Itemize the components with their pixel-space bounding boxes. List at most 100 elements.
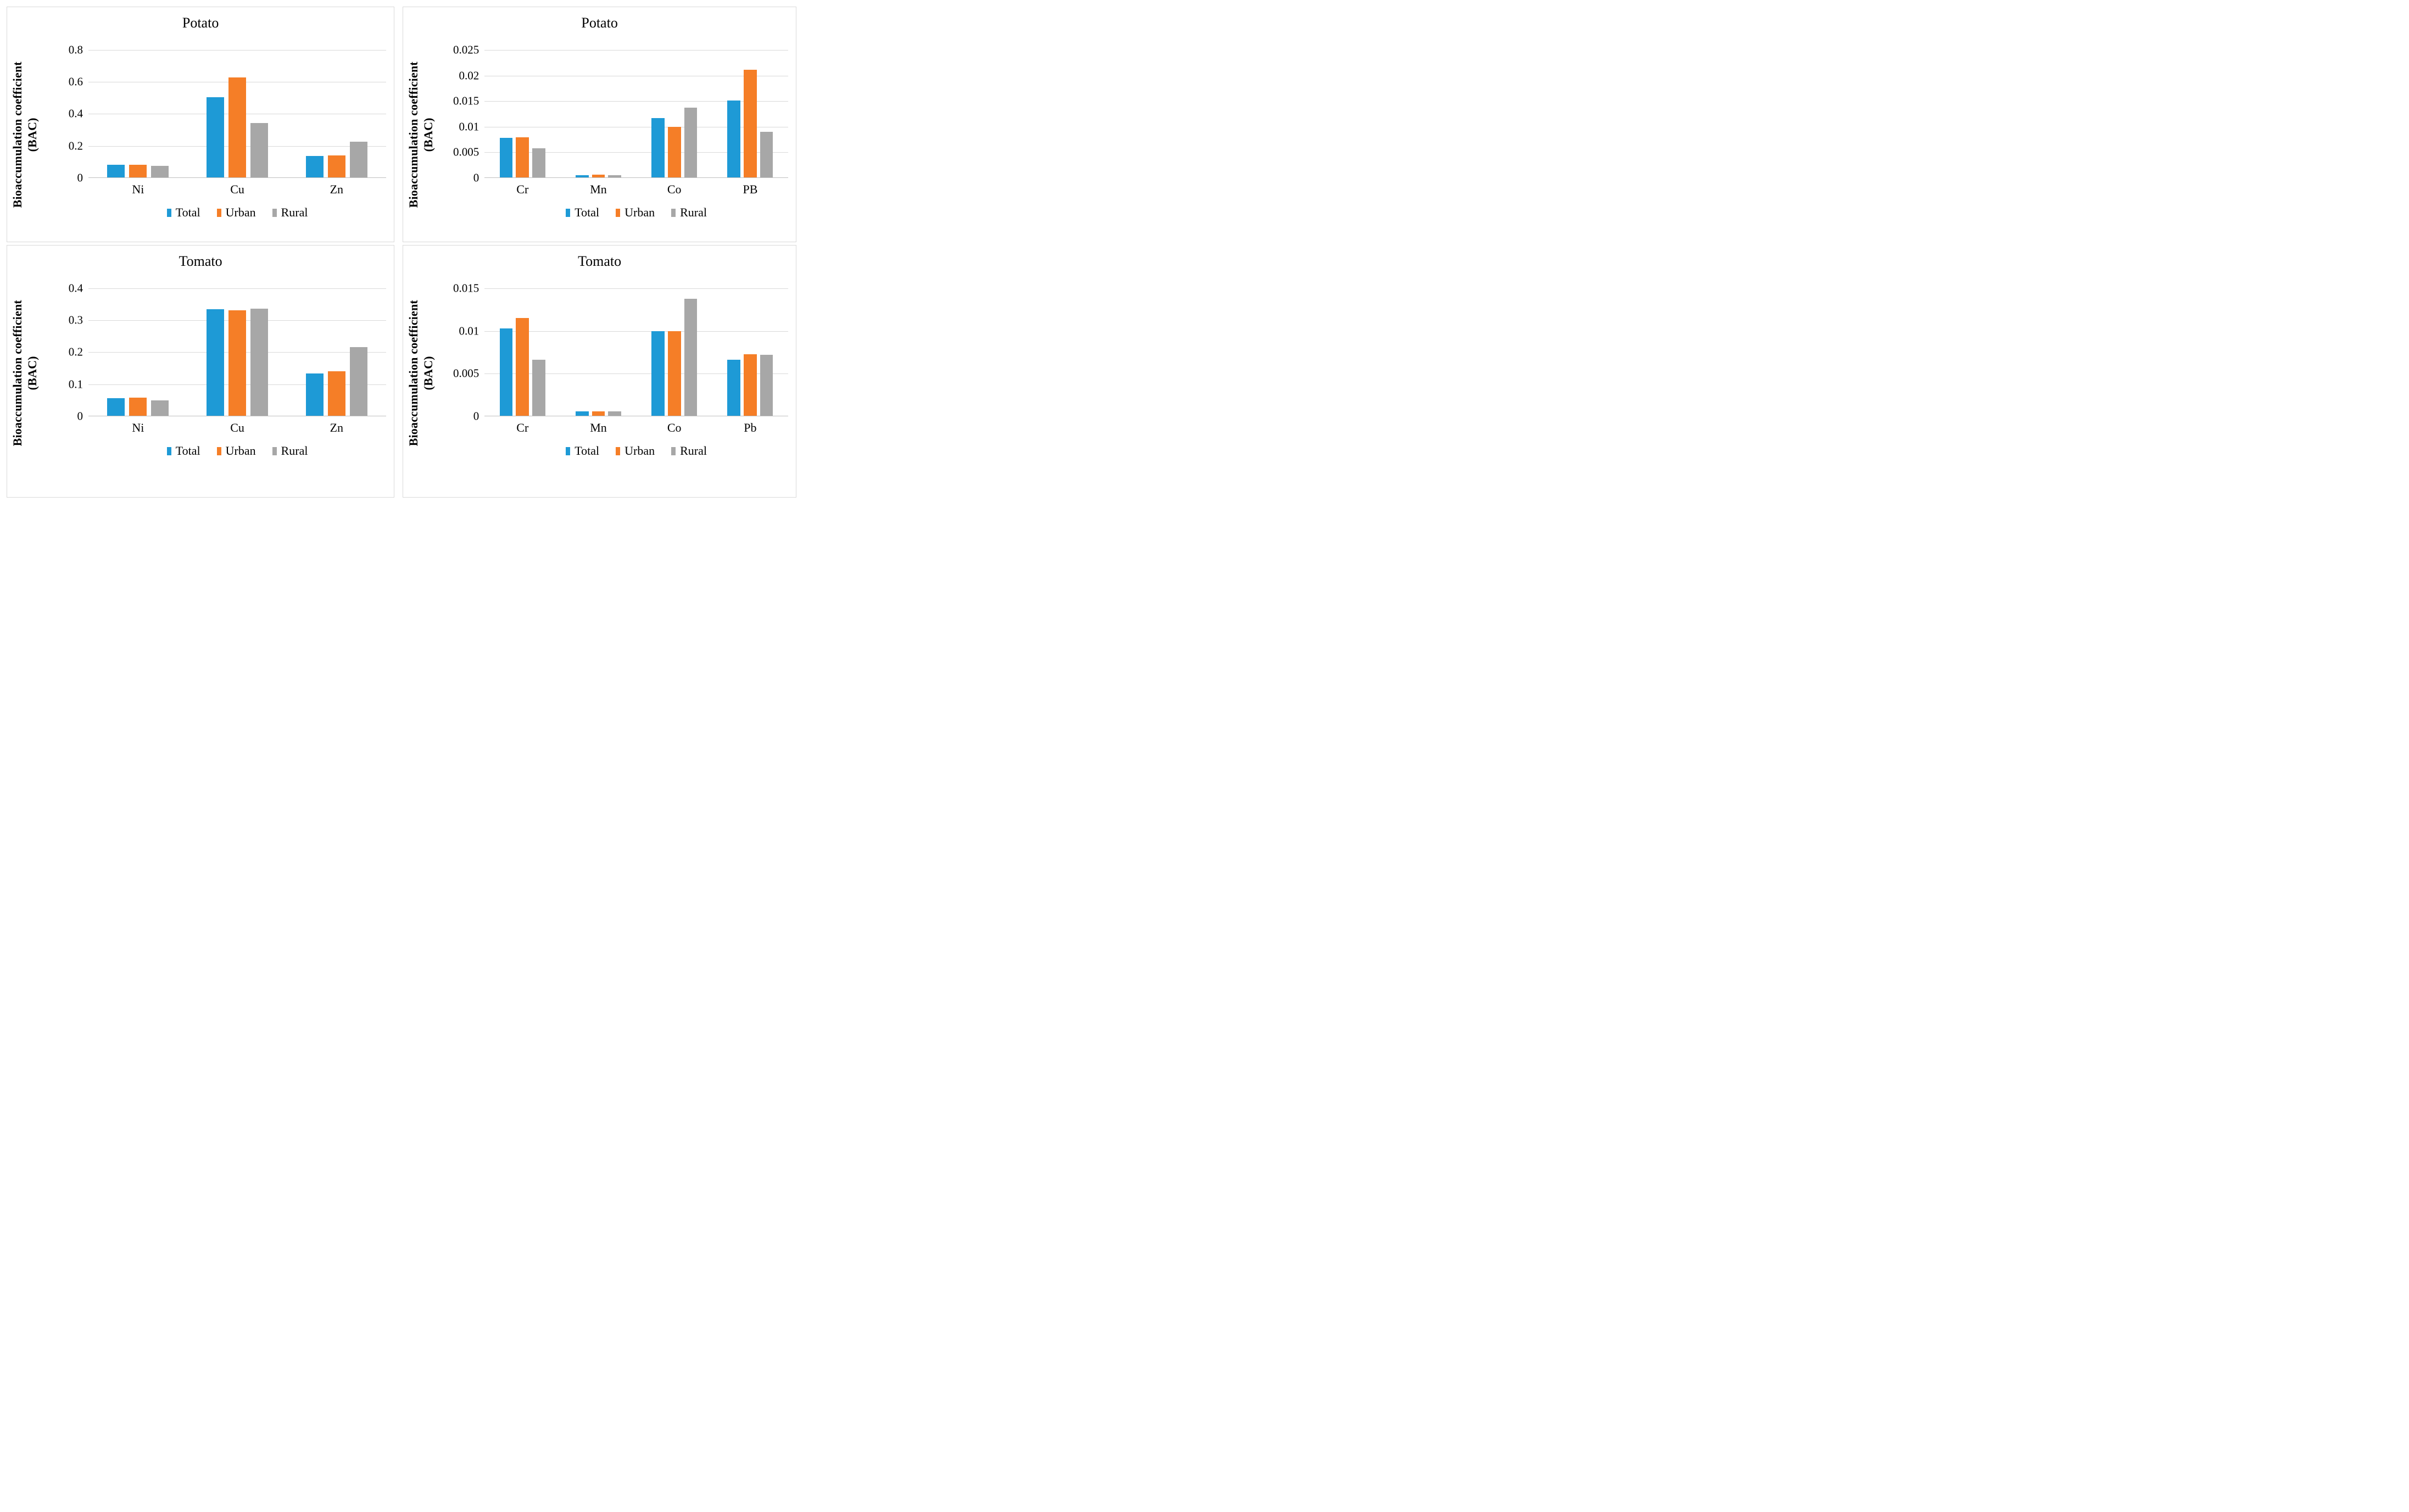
legend-label: Rural <box>281 205 308 220</box>
y-axis-label: Bioaccumulation coefficient (BAC) <box>406 50 436 220</box>
category-slot-pb <box>712 288 788 416</box>
x-category-label: Co <box>667 420 682 434</box>
bar-urban-ni <box>129 398 147 416</box>
bar-total-mn <box>576 175 589 178</box>
plot-area <box>88 49 387 178</box>
y-axis-label-line2: (BAC) <box>25 356 39 390</box>
legend-label: Total <box>575 444 600 458</box>
bar-cluster <box>576 288 621 416</box>
chart-title: Tomato <box>578 253 622 269</box>
gridline <box>484 373 788 375</box>
bar-cluster <box>499 50 545 178</box>
legend-label: Urban <box>225 444 256 458</box>
y-axis-label-column: Bioaccumulation coefficient (BAC) <box>7 50 43 220</box>
y-axis-label-line2: (BAC) <box>421 356 436 390</box>
plot-column: 0 0.005 0.01 0.015 0.02 0.025 Cr Mn Co PB Total U… <box>439 44 796 220</box>
bar-rural-mn <box>608 411 621 416</box>
gridline <box>484 152 788 153</box>
x-category-label: Cu <box>230 182 244 196</box>
bar-clusters <box>88 288 386 416</box>
legend-item-rural: Rural <box>272 205 308 220</box>
x-category-label: Ni <box>132 182 144 196</box>
bar-rural-cu <box>250 123 269 178</box>
bar-total-cu <box>207 97 225 178</box>
legend: Total Urban Rural <box>88 205 386 220</box>
y-tick-label: 0.2 <box>68 345 83 359</box>
legend-item-urban: Urban <box>216 444 256 458</box>
bar-rural-ni <box>151 400 169 416</box>
gridline <box>88 49 387 51</box>
bar-clusters <box>484 288 788 416</box>
category-slot-co <box>637 50 712 178</box>
y-axis-label-line1: Bioaccumulation coefficient <box>10 300 25 447</box>
y-tick-label: 0.2 <box>68 139 83 153</box>
y-tick-label: 0.4 <box>68 107 83 120</box>
y-axis-ticks: 0 0.2 0.4 0.6 0.8 <box>43 44 88 183</box>
legend-item-urban: Urban <box>216 205 256 220</box>
x-category-label: Mn <box>590 182 607 196</box>
x-axis-line <box>88 177 387 178</box>
y-tick-label: 0.4 <box>68 281 83 295</box>
plot-column: 0 0.005 0.01 0.015 Cr Mn Co Pb Total Urban Rural <box>439 282 796 458</box>
chart-area: Bioaccumulation coefficient (BAC) 0 0.2 0.… <box>7 44 394 220</box>
bar-urban-ni <box>129 165 147 178</box>
bar-urban-mn <box>592 411 605 416</box>
bar-total-ni <box>107 165 125 178</box>
category-slot-mn <box>560 288 636 416</box>
legend-label: Urban <box>624 205 655 220</box>
bar-rural-co <box>684 108 698 178</box>
legend-swatch-total-icon <box>566 208 571 217</box>
plot-area <box>484 288 788 416</box>
bar-cluster <box>651 50 698 178</box>
y-axis-ticks: 0 0.005 0.01 0.015 <box>439 282 484 422</box>
y-axis-label-column: Bioaccumulation coefficient (BAC) <box>403 50 439 220</box>
bar-rural-pb <box>760 132 773 178</box>
y-axis-label: Bioaccumulation coefficient (BAC) <box>10 288 40 458</box>
bar-cluster <box>305 288 367 416</box>
y-axis-label: Bioaccumulation coefficient (BAC) <box>406 288 436 458</box>
gridline <box>484 49 788 51</box>
legend-swatch-urban-icon <box>216 208 221 217</box>
category-slot-cu <box>188 50 287 178</box>
x-category-label: Mn <box>590 420 607 434</box>
x-category-label: Zn <box>330 182 344 196</box>
legend-label: Total <box>175 205 200 220</box>
bar-urban-cr <box>516 137 529 178</box>
y-tick-label: 0.6 <box>68 75 83 88</box>
category-slot-mn <box>560 50 636 178</box>
bar-cluster <box>727 50 773 178</box>
bar-clusters <box>484 50 788 178</box>
figure: Potato Bioaccumulation coefficient (BAC)… <box>0 0 803 504</box>
chart-panel-potato-ni-cu-zn: Potato Bioaccumulation coefficient (BAC)… <box>7 7 395 242</box>
legend-item-rural: Rural <box>272 444 308 458</box>
bar-urban-pb <box>744 70 757 178</box>
category-slot-ni <box>88 288 188 416</box>
x-category-label: Cu <box>230 420 244 434</box>
x-category-label: Co <box>667 182 682 196</box>
legend-label: Rural <box>680 444 707 458</box>
legend-item-rural: Rural <box>671 205 707 220</box>
plot-area <box>88 288 387 416</box>
chart-panel-potato-cr-mn-co-pb: Potato Bioaccumulation coefficient (BAC)… <box>403 7 796 242</box>
y-tick-label: 0.3 <box>68 313 83 327</box>
legend-swatch-rural-icon <box>272 208 277 217</box>
bar-rural-cr <box>532 148 545 178</box>
chart-area: Bioaccumulation coefficient (BAC) 0 0.1 0.… <box>7 282 394 458</box>
category-slot-cu <box>188 288 287 416</box>
plot-row: 0 0.2 0.4 0.6 0.8 <box>43 44 394 183</box>
category-slot-zn <box>287 50 386 178</box>
y-tick-label: 0.025 <box>453 43 479 57</box>
y-axis-label-line2: (BAC) <box>421 118 436 152</box>
legend-swatch-urban-icon <box>616 447 621 455</box>
bar-rural-pb <box>760 355 773 416</box>
plot-column: 0 0.1 0.2 0.3 0.4 Ni Cu Zn Total Urban Rural <box>43 282 394 458</box>
x-axis-labels: Ni Cu Zn <box>88 182 386 197</box>
y-axis-ticks: 0 0.005 0.01 0.015 0.02 0.025 <box>439 44 484 183</box>
legend-label: Rural <box>281 444 308 458</box>
legend: Total Urban Rural <box>484 444 788 458</box>
legend-swatch-urban-icon <box>616 208 621 217</box>
x-category-label: PB <box>743 182 758 196</box>
bar-total-ni <box>107 398 125 416</box>
legend-item-total: Total <box>566 444 599 458</box>
bar-urban-cu <box>228 77 247 178</box>
